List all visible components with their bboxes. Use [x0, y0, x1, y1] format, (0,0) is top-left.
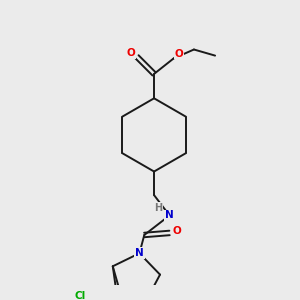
Text: Cl: Cl: [75, 291, 86, 300]
Text: N: N: [135, 248, 144, 258]
Text: O: O: [127, 48, 135, 58]
Text: O: O: [172, 226, 181, 236]
Text: N: N: [165, 211, 174, 220]
Text: O: O: [175, 49, 183, 58]
Text: H: H: [154, 203, 162, 213]
